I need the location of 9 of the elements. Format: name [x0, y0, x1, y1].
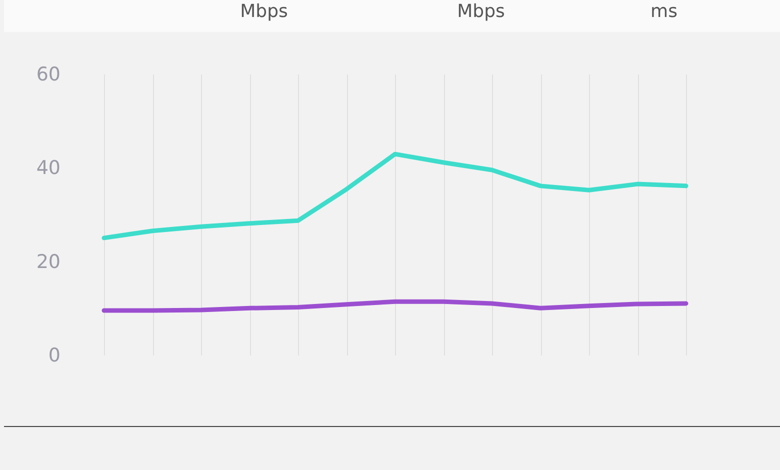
line-series: [102, 299, 688, 313]
text: Mbps: [240, 1, 288, 22]
y-tick-label: 40: [36, 157, 60, 180]
line-series: [102, 152, 688, 240]
y-tick-label: 20: [36, 250, 60, 273]
y-tick-label: 0: [48, 344, 60, 366]
text: ms: [650, 1, 678, 22]
y-tick-label: 60: [36, 64, 60, 86]
text: Mbps: [457, 1, 505, 22]
